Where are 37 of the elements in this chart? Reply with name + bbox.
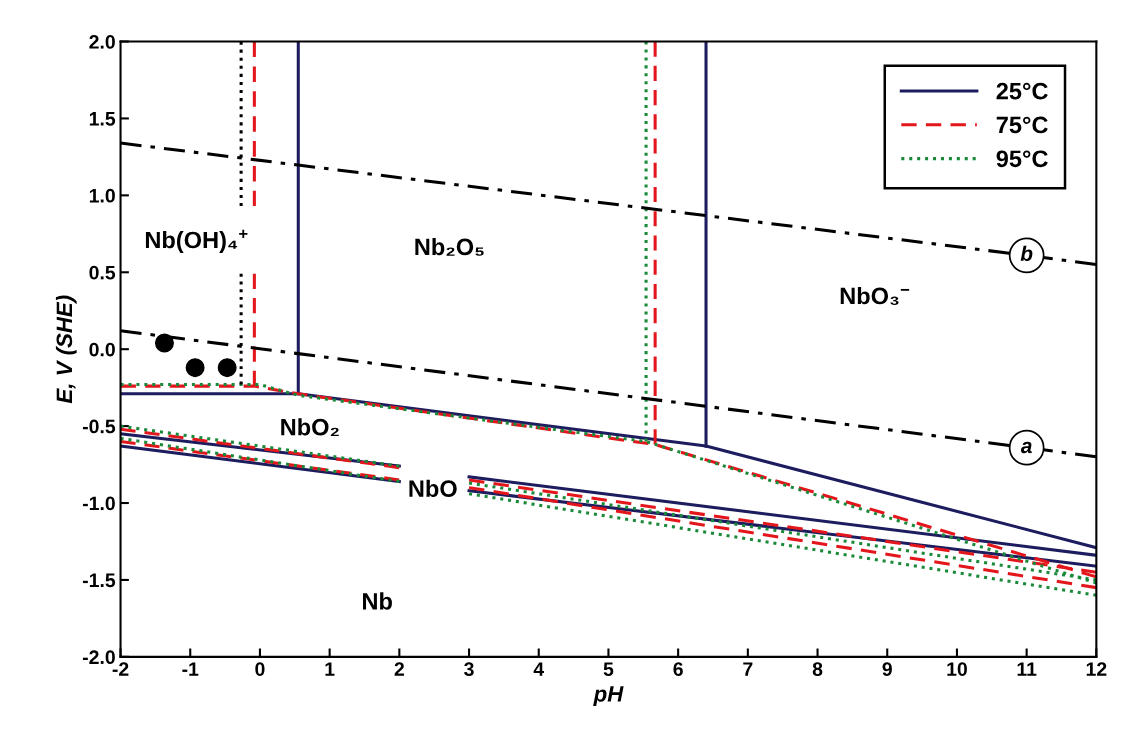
x-tick-label: -2 bbox=[112, 662, 129, 676]
y-tick-label: 1.0 bbox=[89, 188, 115, 203]
series-label: b bbox=[1020, 245, 1033, 261]
y-tick-label: -2.0 bbox=[82, 650, 115, 665]
y-tick-label: 1.5 bbox=[89, 112, 116, 126]
x-tick-label: 5 bbox=[603, 662, 614, 676]
legend-label: 95°C bbox=[996, 150, 1048, 168]
x-tick-label: 11 bbox=[1017, 662, 1037, 676]
annotation: NbO₂ bbox=[281, 418, 339, 437]
y-tick-label: 2.0 bbox=[89, 34, 115, 49]
annotation: NbO₃$^{−}$ bbox=[840, 286, 910, 305]
x-tick-label: 2 bbox=[394, 662, 404, 676]
x-tick-label: 12 bbox=[1086, 662, 1107, 676]
x-tick-label: 7 bbox=[743, 662, 753, 676]
x-tick-label: 3 bbox=[464, 662, 474, 677]
y-tick-label: 0.0 bbox=[89, 342, 115, 357]
x-tick-label: -1 bbox=[182, 662, 199, 676]
x-tick-label: 1 bbox=[325, 662, 335, 676]
x-tick-label: 4 bbox=[533, 662, 545, 676]
x-axis-title: pH bbox=[593, 686, 624, 707]
y-tick-label: -0.5 bbox=[82, 419, 116, 434]
annotation: NbO bbox=[409, 479, 457, 498]
x-tick-label: 8 bbox=[812, 662, 823, 676]
y-tick-label: -1.5 bbox=[82, 573, 116, 588]
annotation: Nb bbox=[363, 592, 392, 610]
y-axis-title: E, V (SHE) bbox=[55, 295, 77, 404]
y-tick-label: 0.5 bbox=[89, 265, 116, 280]
annotation: Nb(OH)₄$^{+}$ bbox=[145, 229, 248, 254]
legend-label: 75°C bbox=[996, 116, 1048, 134]
x-tick-label: 10 bbox=[947, 662, 967, 676]
x-tick-label: 9 bbox=[882, 662, 892, 676]
x-tick-label: 6 bbox=[673, 662, 683, 676]
annotation: Nb₂O₅ bbox=[415, 237, 484, 256]
legend-label: 25°C bbox=[996, 82, 1048, 100]
series-label: a bbox=[1020, 441, 1032, 454]
y-tick-label: -1.0 bbox=[82, 496, 115, 511]
x-tick-label: 0 bbox=[255, 662, 265, 676]
